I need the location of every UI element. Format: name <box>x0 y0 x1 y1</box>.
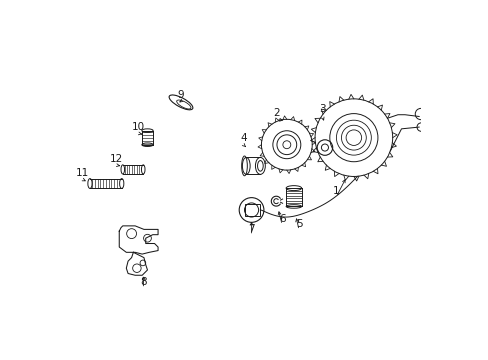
Bar <box>244 204 260 216</box>
Text: 6: 6 <box>278 214 285 224</box>
Text: 1: 1 <box>332 186 339 195</box>
Text: 12: 12 <box>110 154 123 164</box>
Text: 9: 9 <box>177 90 183 100</box>
Text: 10: 10 <box>132 122 145 132</box>
Text: 5: 5 <box>295 219 302 229</box>
Text: 3: 3 <box>318 104 325 114</box>
Text: 2: 2 <box>272 108 279 118</box>
Text: 4: 4 <box>240 133 246 143</box>
Text: 8: 8 <box>140 277 146 287</box>
Text: 7: 7 <box>248 224 254 234</box>
Text: 11: 11 <box>76 168 89 178</box>
